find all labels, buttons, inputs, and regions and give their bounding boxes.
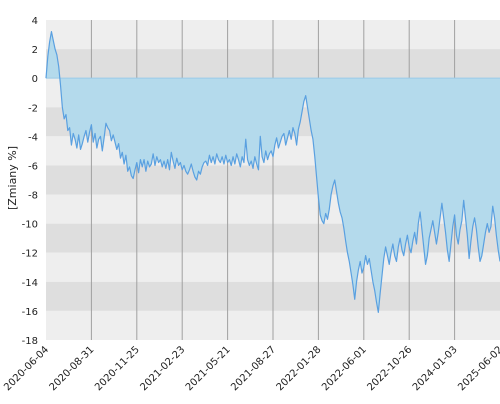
x-tick-label: 2025-06-02 bbox=[456, 344, 500, 393]
y-tick-label: -18 bbox=[22, 336, 38, 347]
line-layer bbox=[45, 31, 500, 313]
y-tick-label: -16 bbox=[22, 307, 38, 318]
area-layer bbox=[46, 31, 500, 313]
y-tick-label: -4 bbox=[28, 132, 38, 143]
x-tick-label: 2021-08-27 bbox=[229, 344, 278, 393]
x-tick-label: 2021-02-23 bbox=[138, 344, 187, 393]
x-tick-labels: 2020-06-042020-08-312020-11-252021-02-23… bbox=[2, 344, 500, 393]
y-tick-label: -10 bbox=[22, 220, 38, 231]
x-tick-label: 2024-01-03 bbox=[411, 344, 460, 393]
x-tick-label: 2022-01-28 bbox=[275, 344, 324, 393]
y-tick-label: -8 bbox=[28, 191, 38, 202]
x-tick-label: 2022-10-26 bbox=[365, 344, 414, 393]
x-tick-label: 2020-11-25 bbox=[93, 344, 142, 393]
x-tick-label: 2020-08-31 bbox=[48, 344, 97, 393]
y-tick-label: -14 bbox=[22, 278, 38, 289]
y-tick-label: -12 bbox=[22, 249, 38, 260]
y-tick-label: 2 bbox=[32, 45, 38, 56]
x-tick-label: 2022-06-01 bbox=[320, 344, 369, 393]
y-tick-label: 0 bbox=[32, 74, 38, 85]
series-line bbox=[45, 31, 500, 313]
series-area bbox=[46, 31, 500, 313]
x-tick-label: 2020-06-04 bbox=[2, 344, 51, 393]
x-tick-label: 2021-05-21 bbox=[184, 344, 233, 393]
y-tick-label: -2 bbox=[28, 103, 38, 114]
y-tick-label: -6 bbox=[28, 161, 38, 172]
y-tick-labels: 4 2 0 -2 -4 -6 -8 -10 -12 -14 -16 -18 bbox=[22, 16, 38, 347]
y-tick-label: 4 bbox=[32, 16, 38, 27]
y-axis-label: [Zmiany %] bbox=[6, 146, 19, 210]
